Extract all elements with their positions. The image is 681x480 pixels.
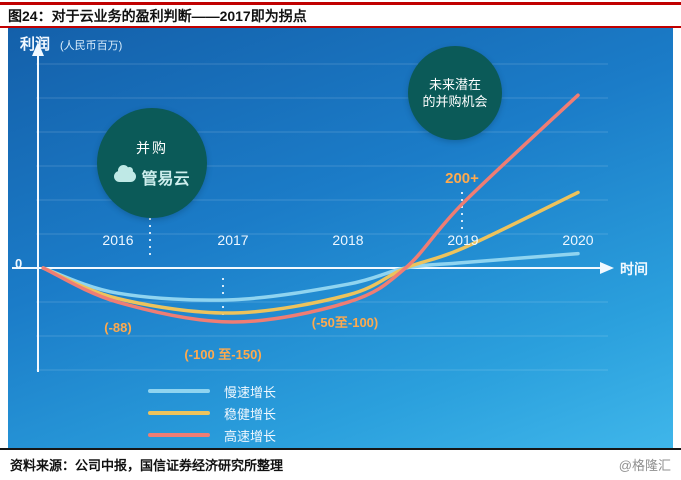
figure-title: 图24：对于云业务的盈利判断——2017即为拐点 xyxy=(0,5,681,28)
legend-item-steady-growth: 稳健增长 xyxy=(148,402,276,424)
annotation-2019-value: 200+ xyxy=(445,170,479,187)
year-label-2018: 2018 xyxy=(332,232,364,248)
y-axis-label: 利润 xyxy=(20,36,51,53)
future-ma-line2: 的并购机会 xyxy=(422,94,488,109)
chart-area: 利润 (人民币百万) 0 时间 2016 2017 2018 2019 2020… xyxy=(8,28,673,448)
legend-item-slow-growth: 慢速增长 xyxy=(148,380,276,402)
legend-label-fast: 高速增长 xyxy=(224,428,277,444)
legend: 慢速增长 稳健增长 高速增长 xyxy=(148,380,276,446)
curve-steady-growth xyxy=(41,190,580,315)
y-axis-arrow-icon xyxy=(32,42,44,56)
ma-callout-bubble: 并购 管易云 xyxy=(97,108,207,218)
legend-item-fast-growth: 高速增长 xyxy=(148,424,276,446)
legend-line-slow-icon xyxy=(148,389,210,393)
year-label-2017: 2017 xyxy=(217,232,249,248)
dotted-connectors xyxy=(149,192,463,316)
legend-line-fast-icon xyxy=(148,433,210,437)
guanyiyun-logo: 管易云 xyxy=(114,165,190,189)
annotation-2017-value: (-100 至-150) xyxy=(184,347,262,362)
axes xyxy=(12,54,602,372)
future-ma-callout-bubble: 未来潜在 的并购机会 xyxy=(408,46,502,140)
legend-label-slow: 慢速增长 xyxy=(224,384,277,400)
ma-callout-title: 并购 xyxy=(136,139,168,156)
figure-header: 图24：对于云业务的盈利判断——2017即为拐点 xyxy=(0,2,681,28)
curve-slow-growth xyxy=(41,251,580,302)
legend-line-steady-icon xyxy=(148,411,210,415)
x-axis-arrow-icon xyxy=(600,262,614,274)
annotation-2016-value: (-88) xyxy=(104,320,132,335)
zero-label: 0 xyxy=(15,256,23,271)
source-note: 资料来源：公司中报，国信证券经济研究所整理 xyxy=(10,457,284,473)
cloud-logo-icon xyxy=(114,165,137,182)
top-red-rule xyxy=(0,2,681,5)
year-label-2016: 2016 xyxy=(102,232,134,248)
chart-canvas xyxy=(12,42,614,372)
year-label-2020: 2020 xyxy=(562,232,594,248)
figure-footer: 资料来源：公司中报，国信证券经济研究所整理 @格隆汇 xyxy=(0,448,681,478)
annotation-2018-value: (-50至-100) xyxy=(311,315,379,330)
y-axis-unit: (人民币百万) xyxy=(60,40,123,52)
legend-label-steady: 稳健增长 xyxy=(224,406,277,422)
future-ma-line1: 未来潜在 xyxy=(428,77,481,92)
year-label-2019: 2019 xyxy=(447,232,479,248)
curve-fast-growth xyxy=(41,93,580,324)
guanyiyun-logo-text: 管易云 xyxy=(141,170,190,188)
watermark: @格隆汇 xyxy=(618,457,671,473)
x-axis-label: 时间 xyxy=(620,261,648,277)
